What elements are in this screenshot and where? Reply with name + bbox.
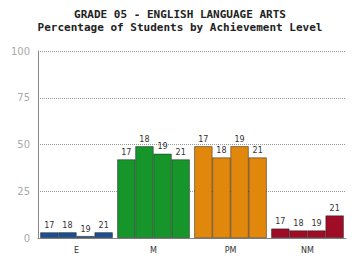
svg-text:GRADE 05 - ENGLISH LANGUAGE AR: GRADE 05 - ENGLISH LANGUAGE ARTS — [74, 8, 286, 21]
svg-text:18: 18 — [62, 221, 72, 230]
svg-text:Percentage of Students by Achi: Percentage of Students by Achievement Le… — [38, 21, 323, 34]
svg-text:NM: NM — [301, 246, 314, 255]
svg-text:75: 75 — [17, 92, 30, 103]
svg-text:18: 18 — [139, 135, 149, 144]
svg-text:25: 25 — [17, 186, 30, 197]
svg-text:17: 17 — [198, 135, 208, 144]
svg-text:21: 21 — [330, 204, 340, 213]
svg-text:19: 19 — [234, 135, 244, 144]
svg-text:M: M — [150, 246, 157, 255]
svg-text:21: 21 — [99, 221, 109, 230]
svg-text:19: 19 — [311, 219, 321, 228]
svg-text:18: 18 — [216, 146, 226, 155]
svg-text:19: 19 — [80, 225, 90, 234]
svg-text:21: 21 — [253, 146, 263, 155]
svg-text:19: 19 — [157, 142, 167, 151]
svg-text:17: 17 — [275, 217, 285, 226]
svg-text:18: 18 — [293, 219, 303, 228]
svg-text:50: 50 — [17, 139, 30, 150]
svg-text:100: 100 — [11, 46, 30, 57]
svg-text:E: E — [74, 246, 79, 255]
svg-text:17: 17 — [44, 221, 54, 230]
svg-text:17: 17 — [121, 148, 131, 157]
svg-text:PM: PM — [225, 246, 237, 255]
svg-text:0: 0 — [24, 233, 30, 244]
svg-text:21: 21 — [176, 148, 186, 157]
